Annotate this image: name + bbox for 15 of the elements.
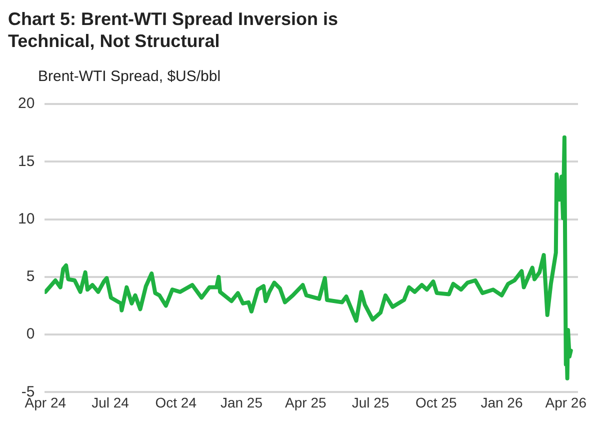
- x-tick-label: Apr 25: [285, 394, 326, 410]
- y-tick-label: 15: [18, 152, 35, 170]
- x-tick-label: Oct 25: [415, 394, 457, 410]
- x-tick-label: Jan 26: [480, 394, 523, 410]
- x-tick-label: Jul 25: [352, 394, 390, 410]
- x-tick-label: Oct 24: [155, 394, 197, 410]
- chart-title: Chart 5: Brent-WTI Spread Inversion is Technical, Not Structural: [8, 8, 340, 52]
- x-tick-label: Apr 26: [545, 394, 587, 410]
- y-tick-label: 5: [26, 268, 35, 286]
- y-tick-label: 20: [18, 95, 35, 112]
- y-tick-label: 10: [18, 210, 35, 228]
- y-axis-title: Brent-WTI Spread, $US/bbl: [38, 68, 222, 85]
- x-tick-label: Jan 25: [220, 394, 263, 410]
- x-tick-label: Jul 24: [92, 394, 130, 410]
- y-tick-label: 0: [26, 326, 35, 343]
